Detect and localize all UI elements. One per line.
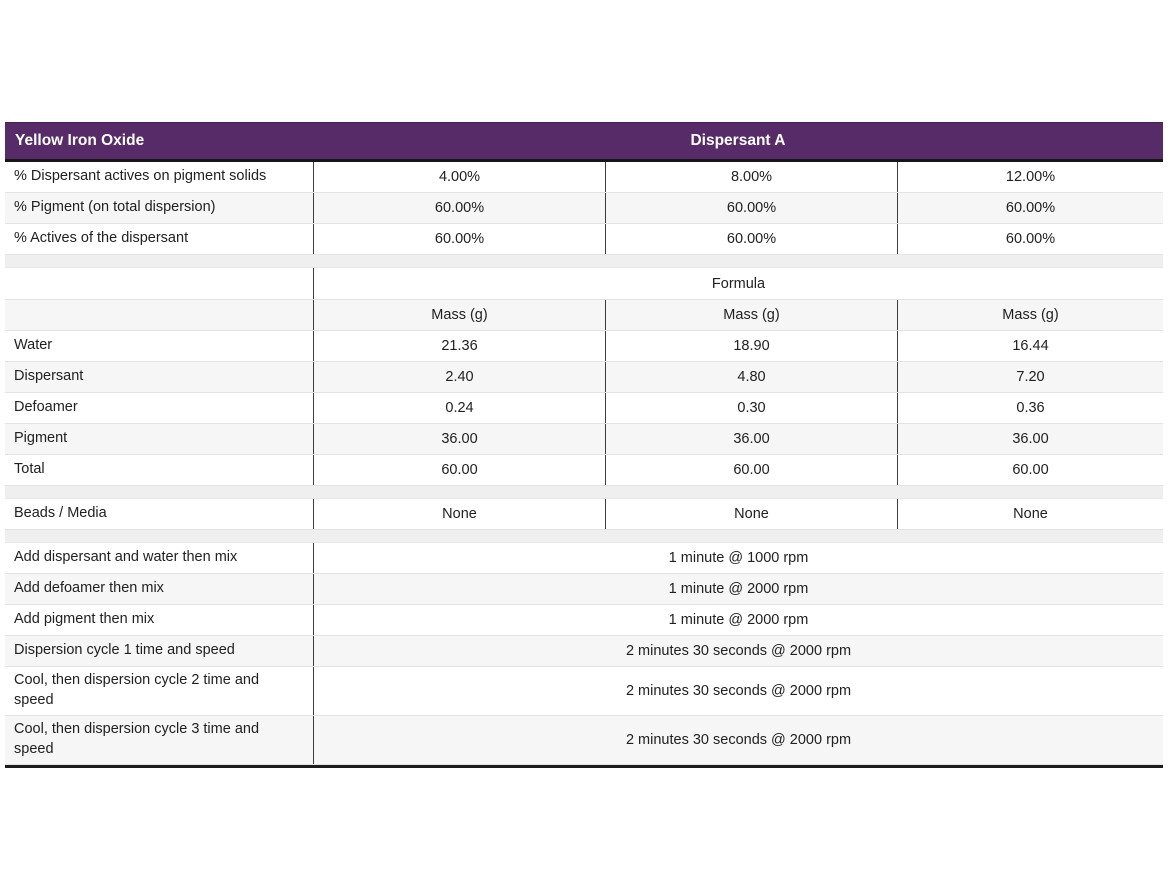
table-row: Water 21.36 18.90 16.44 (5, 331, 1163, 362)
dispersant-title: Dispersant A (690, 132, 786, 149)
value-cell: 60.00% (605, 224, 897, 254)
mass-header-row: Mass (g) Mass (g) Mass (g) (5, 300, 1163, 331)
value-cell: 60.00% (897, 193, 1163, 223)
row-label: Total (14, 461, 45, 478)
process-value: 2 minutes 30 seconds @ 2000 rpm (313, 716, 1163, 764)
column-header: Mass (g) (313, 300, 605, 330)
empty-label-cell (5, 311, 313, 319)
section-separator (5, 486, 1163, 499)
value-cell: None (605, 499, 897, 529)
value-cell: 60.00 (313, 455, 605, 485)
process-row: Add defoamer then mix 1 minute @ 2000 rp… (5, 574, 1163, 605)
empty-label-cell (5, 280, 313, 288)
row-label: Pigment (14, 430, 68, 447)
process-row: Add dispersant and water then mix 1 minu… (5, 543, 1163, 574)
process-value: 2 minutes 30 seconds @ 2000 rpm (313, 667, 1163, 715)
row-label: Add pigment then mix (14, 611, 155, 628)
row-label: Dispersion cycle 1 time and speed (14, 642, 235, 659)
row-label: Dispersant (14, 368, 84, 385)
value-cell: 0.36 (897, 393, 1163, 423)
value-cell: 12.00% (897, 162, 1163, 192)
value-cell: 4.80 (605, 362, 897, 392)
table-row: Pigment 36.00 36.00 36.00 (5, 424, 1163, 455)
process-row: Dispersion cycle 1 time and speed 2 minu… (5, 636, 1163, 667)
column-header: Mass (g) (897, 300, 1163, 330)
value-cell: 0.24 (313, 393, 605, 423)
value-cell: 60.00% (897, 224, 1163, 254)
beads-media-row: Beads / Media None None None (5, 499, 1163, 530)
row-label: Cool, then dispersion cycle 2 time and s… (14, 672, 260, 708)
row-label: Add defoamer then mix (14, 580, 164, 597)
pigment-dispersion-table: Yellow Iron Oxide Dispersant A % Dispers… (5, 122, 1163, 768)
value-cell: 0.30 (605, 393, 897, 423)
table-row: Defoamer 0.24 0.30 0.36 (5, 393, 1163, 424)
value-cell: 4.00% (313, 162, 605, 192)
value-cell: 16.44 (897, 331, 1163, 361)
value-cell: 21.36 (313, 331, 605, 361)
value-cell: None (313, 499, 605, 529)
process-value: 2 minutes 30 seconds @ 2000 rpm (313, 636, 1163, 666)
pigment-title: Yellow Iron Oxide (15, 132, 145, 149)
value-cell: 36.00 (605, 424, 897, 454)
value-cell: 60.00 (897, 455, 1163, 485)
value-cell: 60.00% (313, 193, 605, 223)
row-label: % Actives of the dispersant (14, 230, 189, 247)
value-cell: 18.90 (605, 331, 897, 361)
table-row: % Pigment (on total dispersion) 60.00% 6… (5, 193, 1163, 224)
value-cell: 2.40 (313, 362, 605, 392)
process-value: 1 minute @ 1000 rpm (313, 543, 1163, 573)
value-cell: None (897, 499, 1163, 529)
table-row: Dispersant 2.40 4.80 7.20 (5, 362, 1163, 393)
section-separator (5, 255, 1163, 268)
process-row: Add pigment then mix 1 minute @ 2000 rpm (5, 605, 1163, 636)
table-bottom-border (5, 765, 1163, 768)
process-row: Cool, then dispersion cycle 2 time and s… (5, 667, 1163, 716)
value-cell: 36.00 (313, 424, 605, 454)
row-label: Beads / Media (14, 505, 107, 522)
process-value: 1 minute @ 2000 rpm (313, 605, 1163, 635)
table-row: % Actives of the dispersant 60.00% 60.00… (5, 224, 1163, 255)
row-label: Cool, then dispersion cycle 3 time and s… (14, 721, 260, 757)
value-cell: 8.00% (605, 162, 897, 192)
process-row: Cool, then dispersion cycle 3 time and s… (5, 716, 1163, 765)
value-cell: 60.00% (605, 193, 897, 223)
value-cell: 7.20 (897, 362, 1163, 392)
table-row: Total 60.00 60.00 60.00 (5, 455, 1163, 486)
row-label: % Dispersant actives on pigment solids (14, 168, 267, 185)
table-row: % Dispersant actives on pigment solids 4… (5, 162, 1163, 193)
table-header-bar: Yellow Iron Oxide Dispersant A (5, 122, 1163, 162)
row-label: % Pigment (on total dispersion) (14, 199, 216, 216)
formula-title-row: Formula (5, 268, 1163, 300)
row-label: Defoamer (14, 399, 78, 416)
section-separator (5, 530, 1163, 543)
row-label: Add dispersant and water then mix (14, 549, 238, 566)
value-cell: 60.00 (605, 455, 897, 485)
value-cell: 36.00 (897, 424, 1163, 454)
process-value: 1 minute @ 2000 rpm (313, 574, 1163, 604)
row-label: Water (14, 337, 53, 354)
formula-section-title: Formula (313, 268, 1163, 299)
column-header: Mass (g) (605, 300, 897, 330)
value-cell: 60.00% (313, 224, 605, 254)
